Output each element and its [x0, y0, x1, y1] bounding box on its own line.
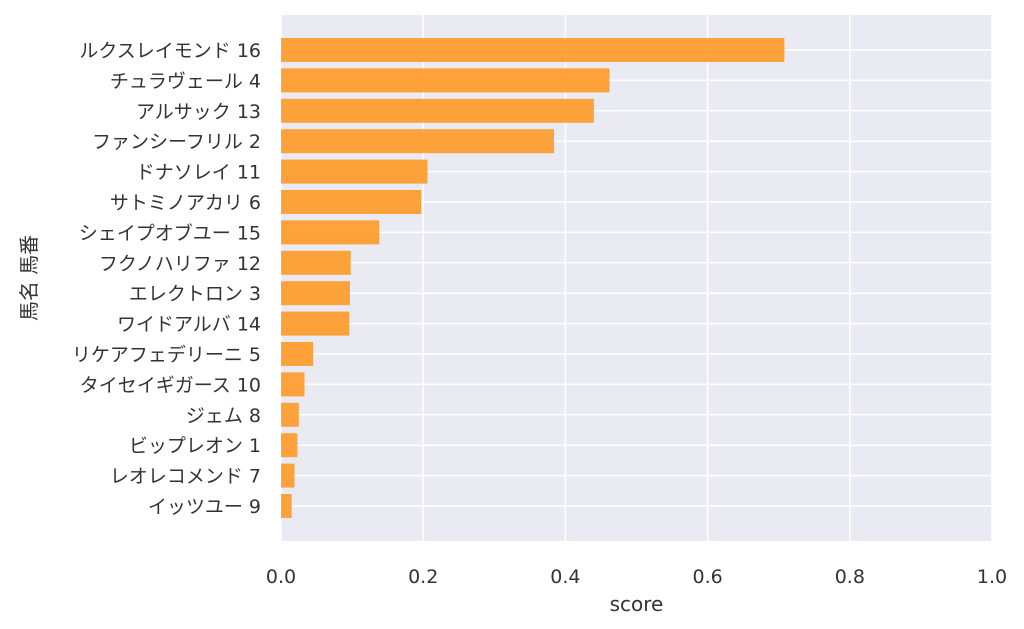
- bar: [281, 159, 428, 184]
- y-axis-label: 馬名 馬番: [17, 235, 41, 321]
- y-tick-label: チュラヴェール 4: [110, 70, 261, 92]
- x-tick-label: 0.0: [266, 566, 296, 588]
- y-tick-label: ドナソレイ 11: [136, 162, 261, 184]
- y-tick-label: ビップレオン 1: [129, 435, 261, 457]
- y-tick-label: ルクスレイモンド 16: [79, 40, 261, 62]
- x-tick-label: 0.6: [692, 566, 722, 588]
- bar: [281, 372, 305, 397]
- x-tick-label: 0.2: [408, 566, 438, 588]
- x-tick-label: 0.8: [835, 566, 865, 588]
- bar: [281, 494, 292, 518]
- bar: [281, 433, 298, 458]
- y-tick-label: イッツユー 9: [148, 496, 261, 518]
- y-tick-label: ジェム 8: [186, 405, 261, 427]
- y-tick-label: レオレコメンド 7: [110, 466, 261, 488]
- y-tick-label: サトミノアカリ 6: [110, 192, 261, 214]
- y-tick-label: アルサック 13: [136, 101, 261, 123]
- bar: [281, 98, 594, 123]
- bar: [281, 220, 380, 245]
- bar: [281, 68, 610, 93]
- x-axis-label: score: [610, 592, 664, 616]
- y-tick-label: リケアフェデリーニ 5: [72, 344, 261, 366]
- plot-background: [281, 15, 992, 541]
- y-tick-label: フクノハリファ 12: [99, 253, 261, 275]
- y-tick-label: タイセイギガース 10: [80, 374, 261, 396]
- x-tick-labels: 0.0 0.2 0.4 0.6 0.8 1.0: [266, 566, 1007, 588]
- bars: [281, 38, 785, 518]
- bar: [281, 38, 785, 62]
- bar: [281, 463, 295, 488]
- bar: [281, 402, 299, 427]
- bar: [281, 129, 555, 154]
- bar: [281, 342, 313, 366]
- x-tick-label: 1.0: [977, 566, 1007, 588]
- x-tick-label: 0.4: [550, 566, 580, 588]
- y-tick-label: ワイドアルバ 14: [117, 314, 261, 336]
- bar: [281, 281, 350, 306]
- bar: [281, 311, 350, 336]
- y-tick-label: エレクトロン 3: [129, 283, 261, 305]
- y-tick-label: ファンシーフリル 2: [92, 131, 261, 153]
- bar: [281, 250, 351, 275]
- y-tick-labels: ルクスレイモンド 16 チュラヴェール 4 アルサック 13 ファンシーフリル 2 ドナ…: [72, 40, 261, 518]
- bar: [281, 190, 422, 214]
- y-tick-label: シェイプオブユー 15: [79, 221, 261, 244]
